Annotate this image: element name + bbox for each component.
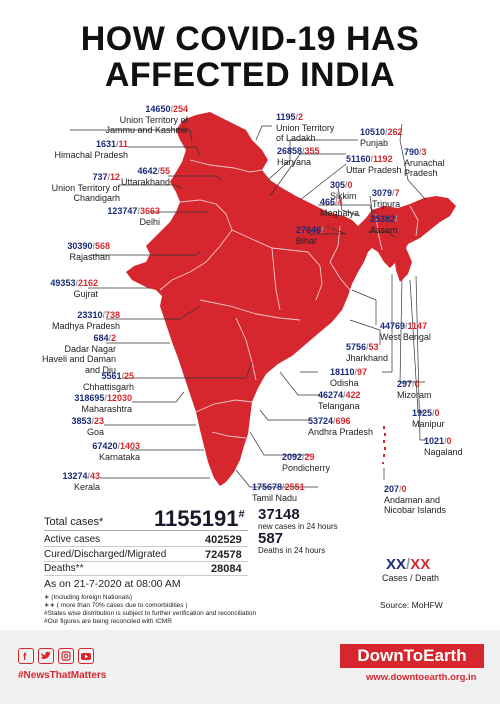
label-telangana: 46274/422 Telangana — [318, 390, 361, 411]
label-ladakh: 1195/2 Union Territory of Ladakh — [276, 112, 335, 143]
divider — [44, 561, 248, 562]
website-link[interactable]: www.downtoearth.org.in — [366, 672, 477, 683]
label-west-bengal: 44769/1147 West Bengal — [380, 321, 431, 342]
label-meghalaya: 466/4 Meghalya — [320, 197, 360, 218]
label-karnataka: 67420/1403 Karnataka — [92, 441, 140, 462]
footnotes: ∗ (Including foreign Nationals) ∗∗ ( mor… — [44, 594, 257, 625]
label-goa: 3853/23 Goa — [71, 416, 104, 437]
divider — [44, 546, 248, 547]
label-mizoram: 297/0 Mizoram — [397, 379, 432, 400]
label-haryana: 26858/355 Haryana — [277, 146, 320, 167]
label-assam: 25382/58 Assam — [370, 214, 408, 235]
label-rajasthan: 30390/568 Rajasthan — [67, 241, 110, 262]
label-chandigarh: 737/12 Union Territory of Chandigarh — [51, 172, 120, 203]
divider — [44, 575, 248, 576]
label-jharkhand: 5756/53 Jharkhand — [346, 342, 389, 363]
label-uttar-pradesh: 51160/1192 Uttar Pradesh — [346, 154, 402, 175]
as-on-date: As on 21-7-2020 at 08:00 AM — [44, 578, 181, 590]
label-arunachal-pradesh: 790/3 Arunachal Pradesh — [404, 147, 445, 178]
youtube-icon[interactable] — [78, 648, 94, 664]
label-andhra-pradesh: 53724/696 Andhra Pradesh — [308, 416, 374, 437]
india-mainland-shape — [126, 112, 456, 486]
andaman-islands — [382, 426, 386, 464]
label-tamil-nadu: 175678/2551 Tamil Nadu — [252, 482, 305, 503]
label-odisha: 18110/97 Odisha — [330, 367, 368, 388]
instagram-icon[interactable] — [58, 648, 74, 664]
deaths-24h-label: Deaths in 24 hours — [258, 546, 326, 555]
legend-label: Cases / Death — [382, 573, 440, 583]
label-nagaland: 1021/0 Nagaland — [424, 436, 463, 457]
hashtag: #NewsThatMatters — [18, 670, 107, 681]
label-himachal-pradesh: 1631/11 Himachal Pradesh — [54, 139, 128, 160]
label-punjab: 10510/262 Punjab — [360, 127, 403, 148]
brand-name: DownToEarth — [357, 646, 467, 665]
new-cases-label: new cases in 24 hours — [258, 522, 338, 531]
cured-label: Cured/Discharged/Migrated — [44, 549, 167, 560]
label-andaman-nicobar: 207/0 Andaman and Nicobar Islands — [384, 484, 447, 515]
twitter-icon[interactable] — [38, 648, 54, 664]
svg-text:f: f — [23, 652, 27, 663]
brand-logo: DownToEarth — [340, 644, 484, 668]
total-cases-value: 1155191# — [154, 506, 245, 531]
label-bihar: 27646/217 Bihar — [296, 225, 339, 246]
label-chhattisgarh: 5561/25 Chhattisgarh — [82, 371, 134, 392]
label-dadar-nagar-haveli: 684/2 Dadar Nagar Haveli and Daman and Diu — [41, 333, 116, 375]
label-madhya-pradesh: 23310/738 Madhya Pradesh — [51, 310, 120, 331]
label-kerala: 13274/43 Kerala — [62, 471, 100, 492]
deaths-value: 28084 — [211, 563, 242, 575]
new-cases-value: 37148 — [258, 506, 300, 523]
title-line-2: AFFECTED INDIA — [104, 56, 396, 94]
deaths-24h-value: 587 — [258, 530, 284, 547]
label-pondicherry: 2092/29 Pondicherry — [282, 452, 331, 473]
label-gujarat: 49353/2162 Gujrat — [50, 278, 98, 299]
label-uttarakhand: 4642/55 Uttarakhand — [120, 166, 170, 187]
label-jammu-kashmir: 14650/254 Union Territory of Jammu and Ka… — [105, 104, 188, 135]
label-tripura: 3079/7 Tripura — [372, 188, 401, 209]
legend-sample: XX/XX — [386, 556, 431, 573]
label-sikkim: 305/0 Sikkim — [330, 180, 357, 201]
facebook-icon[interactable]: f — [18, 648, 34, 664]
label-maharashtra: 318695/12030 Maharashtra — [74, 393, 132, 414]
divider — [44, 530, 248, 531]
source: Source: MoHFW — [380, 600, 443, 610]
title-line-1: HOW COVID-19 HAS — [80, 20, 420, 58]
label-manipur: 1925/0 Manipur — [412, 408, 445, 429]
northeast-shape — [394, 236, 412, 282]
cured-value: 724578 — [205, 549, 242, 561]
deaths-label: Deaths** — [44, 563, 84, 574]
active-cases-value: 402529 — [205, 534, 242, 546]
leader-lines — [70, 123, 427, 488]
total-cases-label: Total cases* — [44, 516, 104, 528]
label-delhi: 123747/3663 Delhi — [107, 206, 160, 227]
active-cases-label: Active cases — [44, 534, 101, 545]
